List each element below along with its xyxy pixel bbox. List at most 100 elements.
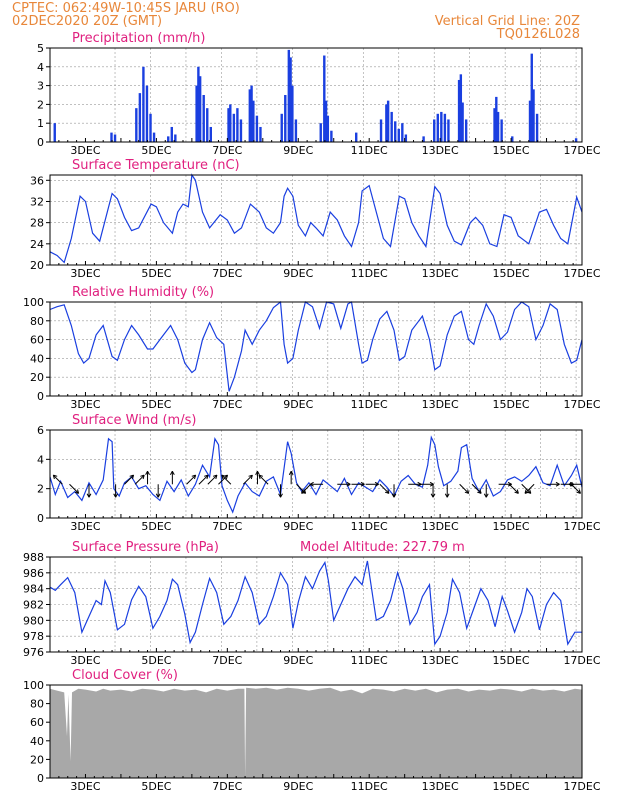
precip-bar bbox=[511, 136, 514, 142]
header-location: CPTEC: 062:49W-10:45S JARU (RO) bbox=[12, 1, 240, 16]
x-tick-label: 7DEC bbox=[212, 780, 242, 793]
y-tick-label: 80 bbox=[30, 698, 44, 711]
x-tick-label: 11DEC bbox=[351, 267, 388, 280]
wind-vector bbox=[207, 474, 218, 485]
x-tick-label: 5DEC bbox=[141, 654, 171, 667]
precip-bar bbox=[422, 136, 425, 142]
x-tick-label: 9DEC bbox=[283, 780, 313, 793]
wind-series-line bbox=[49, 435, 583, 514]
wind-vector bbox=[508, 483, 519, 494]
precip-bar bbox=[493, 108, 496, 142]
wind-vector-head bbox=[140, 474, 145, 480]
y-tick-label: 0 bbox=[37, 512, 44, 525]
x-tick-label: 9DEC bbox=[283, 654, 313, 667]
x-tick-label: 15DEC bbox=[493, 520, 530, 533]
precip-bar bbox=[227, 108, 230, 142]
x-tick-label: 11DEC bbox=[351, 398, 388, 411]
wind-vector-head bbox=[74, 489, 80, 494]
precip-bar bbox=[530, 53, 533, 142]
wind-vector-head bbox=[309, 481, 314, 487]
precip-bar bbox=[255, 115, 259, 142]
wind-vector-head bbox=[129, 474, 135, 480]
precip-bar bbox=[170, 126, 173, 142]
precip-bar bbox=[390, 111, 393, 142]
y-tick-label: 4 bbox=[37, 61, 44, 74]
panel-rh: Relative Humidity (%) 0 20 40 60 80 100 3DEC 5DE… bbox=[23, 285, 601, 411]
y-tick-label: 5 bbox=[37, 42, 44, 55]
y-tick-label: 28 bbox=[30, 217, 44, 230]
x-tick-label: 3DEC bbox=[70, 144, 100, 157]
x-tick-label: 11DEC bbox=[351, 520, 388, 533]
precip-bar bbox=[461, 102, 464, 142]
precip-bar bbox=[248, 89, 252, 142]
x-tick-label: 17DEC bbox=[563, 398, 600, 411]
header-date: 02DEC2020 20Z (GMT) bbox=[12, 14, 162, 29]
precip-bar bbox=[198, 76, 202, 142]
wind-vector-head bbox=[212, 474, 218, 480]
wind-vector-head bbox=[483, 493, 489, 498]
x-tick-label: 7DEC bbox=[212, 654, 242, 667]
wind-vector bbox=[296, 483, 306, 494]
x-tick-label: 13DEC bbox=[422, 144, 459, 157]
x-tick-label: 9DEC bbox=[283, 144, 313, 157]
x-tick-label: 11DEC bbox=[351, 144, 388, 157]
precip-bar bbox=[287, 49, 291, 142]
pressure-series-line bbox=[49, 560, 582, 646]
precip-bar bbox=[236, 108, 239, 142]
y-tick-label: 6 bbox=[37, 424, 44, 437]
precip-bar bbox=[259, 126, 262, 142]
wind-vector-head bbox=[576, 489, 581, 494]
x-tick-label: 9DEC bbox=[283, 398, 313, 411]
x-tick-label: 9DEC bbox=[283, 520, 313, 533]
y-tick-label: 80 bbox=[30, 315, 44, 328]
precip-bar bbox=[142, 66, 145, 142]
precip-bar bbox=[289, 57, 292, 142]
wind-vector bbox=[524, 483, 535, 494]
y-tick-label: 0 bbox=[37, 136, 44, 149]
wind-vector-head bbox=[360, 481, 365, 487]
cloud-cover-area bbox=[50, 687, 582, 778]
wind-vector-head bbox=[346, 481, 351, 487]
x-tick-label: 3DEC bbox=[70, 780, 100, 793]
wind-vector-head bbox=[258, 474, 264, 480]
wind-vector-head bbox=[301, 489, 306, 494]
y-tick-label: 60 bbox=[30, 716, 44, 729]
wind-vector bbox=[52, 474, 63, 485]
x-tick-label: 17DEC bbox=[563, 144, 600, 157]
panel-title: Surface Pressure (hPa) bbox=[72, 540, 219, 555]
panel-title: Cloud Cover (%) bbox=[72, 668, 178, 683]
precip-bar bbox=[202, 95, 205, 142]
x-tick-label: 13DEC bbox=[422, 780, 459, 793]
precip-bar bbox=[379, 119, 383, 142]
y-tick-label: 60 bbox=[30, 334, 44, 347]
y-tick-label: 976 bbox=[23, 646, 44, 659]
precip-bar bbox=[574, 138, 578, 142]
precip-bar bbox=[167, 136, 170, 142]
wind-vector-head bbox=[278, 493, 283, 498]
precip-bar bbox=[385, 104, 388, 142]
wind-vector-head bbox=[155, 493, 161, 498]
panel-pressure: Surface Pressure (hPa) Model Altitude: 22… bbox=[23, 540, 601, 667]
wind-vector bbox=[198, 474, 209, 485]
precip-bar bbox=[232, 113, 236, 142]
x-tick-label: 15DEC bbox=[493, 267, 530, 280]
precip-bar bbox=[239, 119, 243, 142]
precip-bar bbox=[323, 55, 326, 142]
panel-title: Relative Humidity (%) bbox=[72, 285, 214, 300]
y-tick-label: 20 bbox=[30, 753, 44, 766]
y-tick-label: 980 bbox=[23, 614, 44, 627]
y-tick-label: 2 bbox=[37, 483, 44, 496]
wind-vector-head bbox=[255, 471, 260, 476]
wind-vector-head bbox=[288, 471, 294, 476]
precip-bar bbox=[397, 128, 400, 142]
x-tick-label: 3DEC bbox=[70, 267, 100, 280]
panel-title: Surface Temperature (nC) bbox=[72, 158, 240, 173]
wind-vector bbox=[69, 483, 79, 494]
wind-vector bbox=[521, 483, 532, 494]
x-tick-label: 15DEC bbox=[493, 654, 530, 667]
precip-bar bbox=[252, 100, 255, 142]
x-tick-label: 9DEC bbox=[283, 267, 313, 280]
y-tick-label: 1 bbox=[37, 117, 44, 130]
precip-bar bbox=[149, 113, 152, 142]
